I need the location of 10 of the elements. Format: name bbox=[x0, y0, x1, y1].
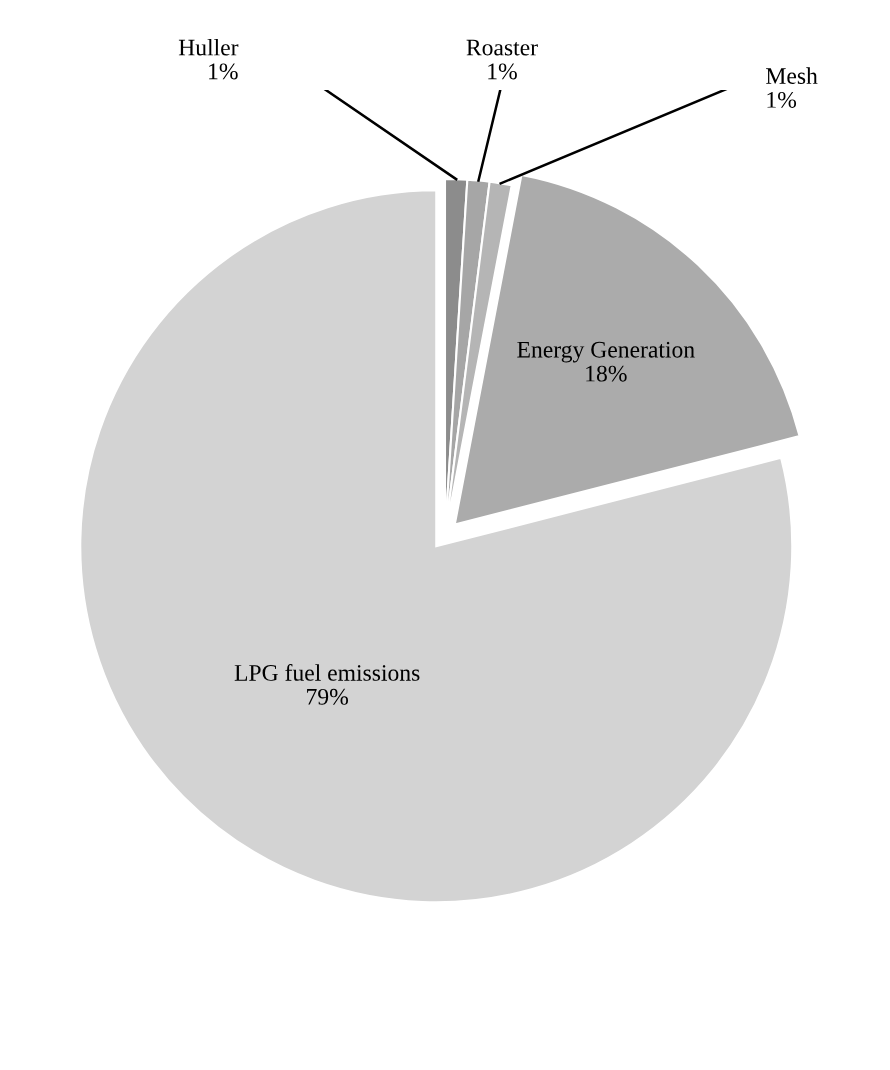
slice-label: Mesh bbox=[766, 67, 818, 84]
slice-label: Huller bbox=[178, 38, 239, 56]
data-label: 1% bbox=[488, 63, 517, 80]
slice-label: Roaster bbox=[466, 39, 538, 56]
slice-label: LPG fuel emissions bbox=[234, 664, 420, 681]
data-label: 1% bbox=[767, 91, 797, 108]
data-label: 79% bbox=[307, 688, 349, 705]
data-label: 1% bbox=[209, 63, 238, 80]
data-label: 18% bbox=[586, 365, 627, 382]
slice-label: Energy Generation bbox=[517, 341, 695, 363]
